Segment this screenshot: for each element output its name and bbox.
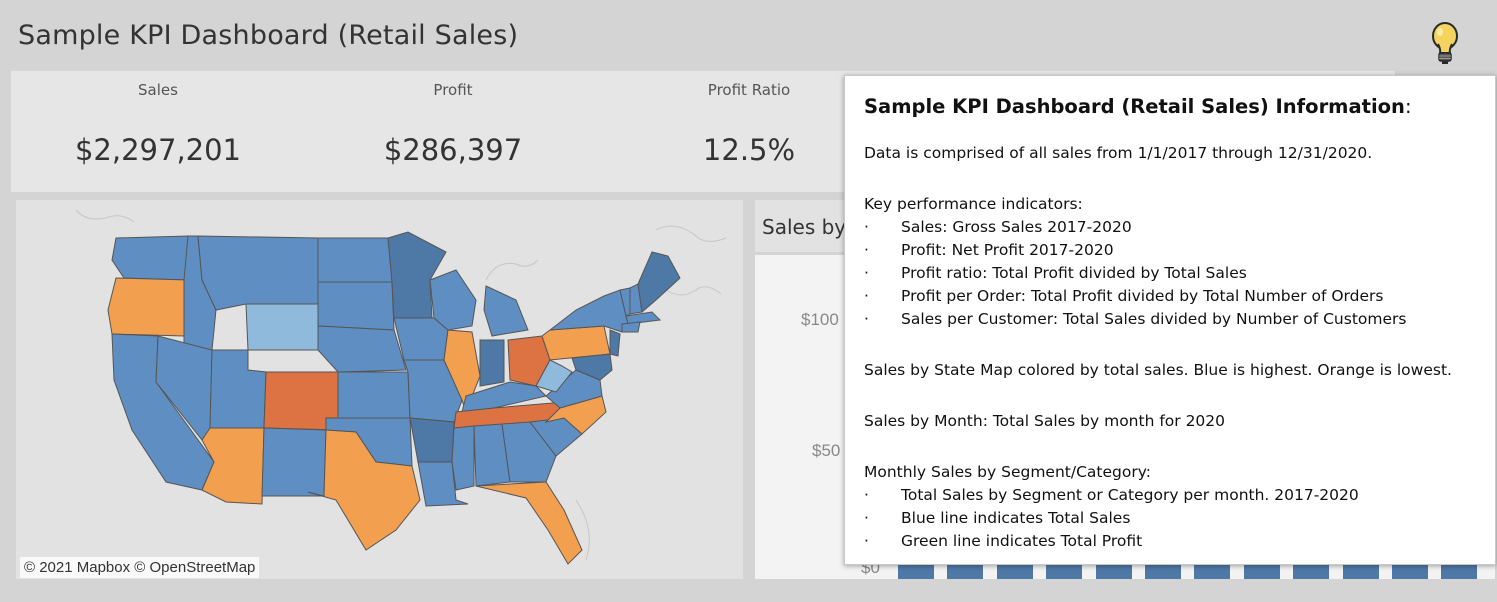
list-item: · Total Sales by Segment or Category per … — [864, 484, 1485, 507]
kpi-label: Sales — [138, 81, 178, 99]
state-texas — [307, 429, 421, 551]
state-arkansas — [409, 417, 455, 463]
kpi-sales[interactable]: Sales $2,297,201 — [28, 71, 288, 167]
state-new-jersey — [609, 329, 621, 357]
list-item-text: Blue line indicates Total Sales — [901, 509, 1131, 527]
state-georgia — [501, 421, 557, 483]
state-massachusetts — [625, 311, 662, 325]
bullet: · — [864, 310, 869, 328]
state-maryland — [571, 353, 613, 381]
popup-title-colon: : — [1404, 95, 1412, 118]
list-item: · Profit: Net Profit 2017-2020 — [864, 239, 1485, 262]
list-item: · Profit ratio: Total Profit divided by T… — [864, 262, 1485, 285]
state-new-york — [548, 289, 629, 333]
state-nebraska — [317, 325, 407, 373]
list-item: · Sales per Customer: Total Sales divided… — [864, 308, 1485, 331]
state-south-dakota — [317, 281, 395, 331]
state-wyoming — [245, 303, 319, 351]
dashboard-title: Sample KPI Dashboard (Retail Sales) — [18, 20, 519, 51]
bullet: · — [864, 287, 869, 305]
kpi-value: 12.5% — [702, 133, 796, 167]
list-item-text: Profit per Order: Total Profit divided b… — [901, 287, 1384, 305]
state-new-mexico — [261, 427, 327, 497]
kpi-heading: Key performance indicators: — [864, 195, 1083, 213]
list-item-text: Green line indicates Total Profit — [901, 532, 1143, 550]
state-oregon — [107, 277, 189, 337]
list-item-text: Sales: Gross Sales 2017-2020 — [901, 218, 1132, 236]
state-kansas — [337, 371, 411, 419]
state-iowa — [393, 317, 449, 361]
info-popup[interactable]: Sample KPI Dashboard (Retail Sales) Info… — [844, 75, 1496, 565]
kpi-value: $2,297,201 — [74, 133, 242, 167]
sales-by-state-map[interactable]: © 2021 Mapbox © OpenStreetMap — [16, 200, 743, 579]
kpi-profit-ratio[interactable]: Profit Ratio 12.5% — [619, 71, 879, 167]
map-attribution[interactable]: © 2021 Mapbox © OpenStreetMap — [20, 557, 260, 578]
kpi-profit[interactable]: Profit $286,397 — [323, 71, 583, 167]
list-item: · Sales: Gross Sales 2017-2020 — [864, 216, 1485, 239]
bullet: · — [864, 241, 869, 259]
y-tick-label: $50 — [812, 441, 841, 460]
state-montana — [197, 235, 319, 311]
kpi-value: $286,397 — [383, 133, 523, 167]
state-michigan — [483, 285, 529, 337]
chart-title: Sales by — [762, 215, 847, 239]
state-virginia — [545, 369, 603, 409]
list-item-text: Total Sales by Segment or Category per m… — [901, 486, 1359, 504]
state-minnesota — [387, 231, 447, 319]
popup-title: Sample KPI Dashboard (Retail Sales) Info… — [864, 95, 1485, 118]
month-description: Sales by Month: Total Sales by month for… — [864, 412, 1226, 430]
kpi-label: Profit Ratio — [707, 81, 791, 99]
state-wisconsin — [429, 269, 477, 331]
bullet: · — [864, 509, 869, 527]
state-louisiana — [417, 461, 469, 507]
state-mississippi — [451, 425, 475, 491]
list-item: · Blue line indicates Total Sales — [864, 507, 1485, 530]
map-description: Sales by State Map colored by total sale… — [864, 361, 1452, 379]
state-maine — [637, 251, 681, 313]
list-item-text: Sales per Customer: Total Sales divided … — [901, 310, 1407, 328]
list-item-text: Profit: Net Profit 2017-2020 — [901, 241, 1114, 259]
bullet: · — [864, 486, 869, 504]
list-item-text: Profit ratio: Total Profit divided by To… — [901, 264, 1247, 282]
segment-heading: Monthly Sales by Segment/Category: — [864, 463, 1151, 481]
state-pennsylvania — [541, 325, 611, 361]
state-washington — [111, 235, 189, 281]
bullet: · — [864, 532, 869, 550]
state-north-dakota — [317, 237, 393, 283]
data-range-text: Data is comprised of all sales from 1/1/… — [864, 144, 1373, 162]
state-utah — [209, 349, 267, 429]
state-west-virginia — [535, 359, 573, 393]
list-item: · Profit per Order: Total Profit divided … — [864, 285, 1485, 308]
bullet: · — [864, 264, 869, 282]
list-item: · Green line indicates Total Profit — [864, 530, 1485, 553]
state-indiana — [479, 339, 505, 387]
state-connecticut — [621, 321, 641, 333]
y-tick-label: $100 — [801, 310, 839, 329]
state-florida — [475, 481, 583, 565]
bullet: · — [864, 218, 869, 236]
popup-title-text: Sample KPI Dashboard (Retail Sales) Info… — [864, 95, 1405, 118]
lightbulb-icon[interactable] — [1428, 20, 1462, 66]
kpi-label: Profit — [433, 81, 473, 99]
